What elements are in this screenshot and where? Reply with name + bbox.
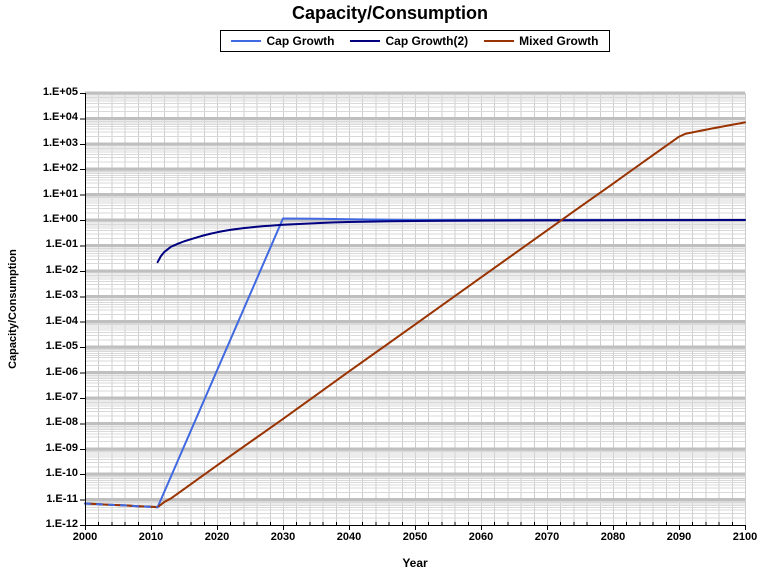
- legend-line-swatch: [484, 40, 515, 42]
- x-tick-label: 2050: [402, 531, 428, 543]
- y-tick-label: 1.E+00: [42, 213, 78, 226]
- x-tick-label: 2080: [600, 531, 626, 543]
- legend-item-cap-growth-2-: Cap Growth(2): [350, 34, 468, 48]
- x-tick-label: 2040: [336, 531, 362, 543]
- legend-item-mixed-growth: Mixed Growth: [484, 34, 599, 48]
- legend-box: Cap Growth Cap Growth(2) Mixed Growth: [220, 30, 610, 52]
- y-tick-label: 1.E+03: [42, 136, 78, 149]
- x-tick-label: 2060: [468, 531, 494, 543]
- legend-label: Cap Growth: [266, 34, 335, 48]
- y-tick-label: 1.E+05: [42, 86, 78, 98]
- x-axis-title: Year: [402, 556, 428, 570]
- y-tick-label: 1.E-08: [45, 416, 78, 429]
- y-tick-label: 1.E-09: [45, 441, 78, 454]
- y-tick-label: 1.E-07: [45, 390, 78, 403]
- y-tick-label: 1.E-01: [45, 238, 78, 251]
- legend-line-swatch: [350, 40, 381, 42]
- y-axis-title: Capacity/Consumption: [7, 249, 19, 369]
- y-tick-label: 1.E-04: [45, 314, 78, 327]
- y-tick-label: 1.E+01: [42, 187, 78, 200]
- y-tick-label: 1.E-11: [46, 492, 78, 505]
- legend-item-cap-growth: Cap Growth: [231, 34, 334, 48]
- legend-label: Mixed Growth: [519, 34, 599, 48]
- legend-label: Cap Growth(2): [385, 34, 469, 48]
- y-tick-label: 1.E-03: [45, 289, 78, 302]
- cap-growth-overlap-dashes: [84, 502, 159, 509]
- y-tick-label: 1.E-02: [45, 263, 78, 276]
- y-tick-label: 1.E+04: [42, 111, 78, 124]
- gridlines: [85, 91, 746, 525]
- x-tick-label: 2090: [666, 531, 692, 543]
- y-tick-label: 1.E+02: [42, 162, 78, 175]
- x-tick-label: 2000: [72, 531, 98, 543]
- y-tick-label: 1.E-10: [45, 467, 78, 480]
- chart-title: Capacity/Consumption: [291, 3, 488, 23]
- y-tick-label: 1.E-06: [45, 365, 78, 378]
- y-tick-label: 1.E-12: [45, 518, 78, 530]
- legend: Cap Growth Cap Growth(2) Mixed Growth: [85, 30, 745, 52]
- series-line-cap-growth-2-: [156, 219, 746, 264]
- x-tick-label: 2100: [732, 531, 758, 543]
- legend-line-swatch: [231, 40, 262, 42]
- x-tick-label: 2070: [534, 531, 560, 543]
- y-tick-label: 1.E-05: [45, 340, 78, 353]
- x-tick-label: 2010: [138, 531, 164, 543]
- x-tick-label: 2030: [270, 531, 296, 543]
- axes: [80, 93, 746, 530]
- x-tick-label: 2020: [204, 531, 230, 543]
- series-line-mixed-growth: [84, 121, 746, 509]
